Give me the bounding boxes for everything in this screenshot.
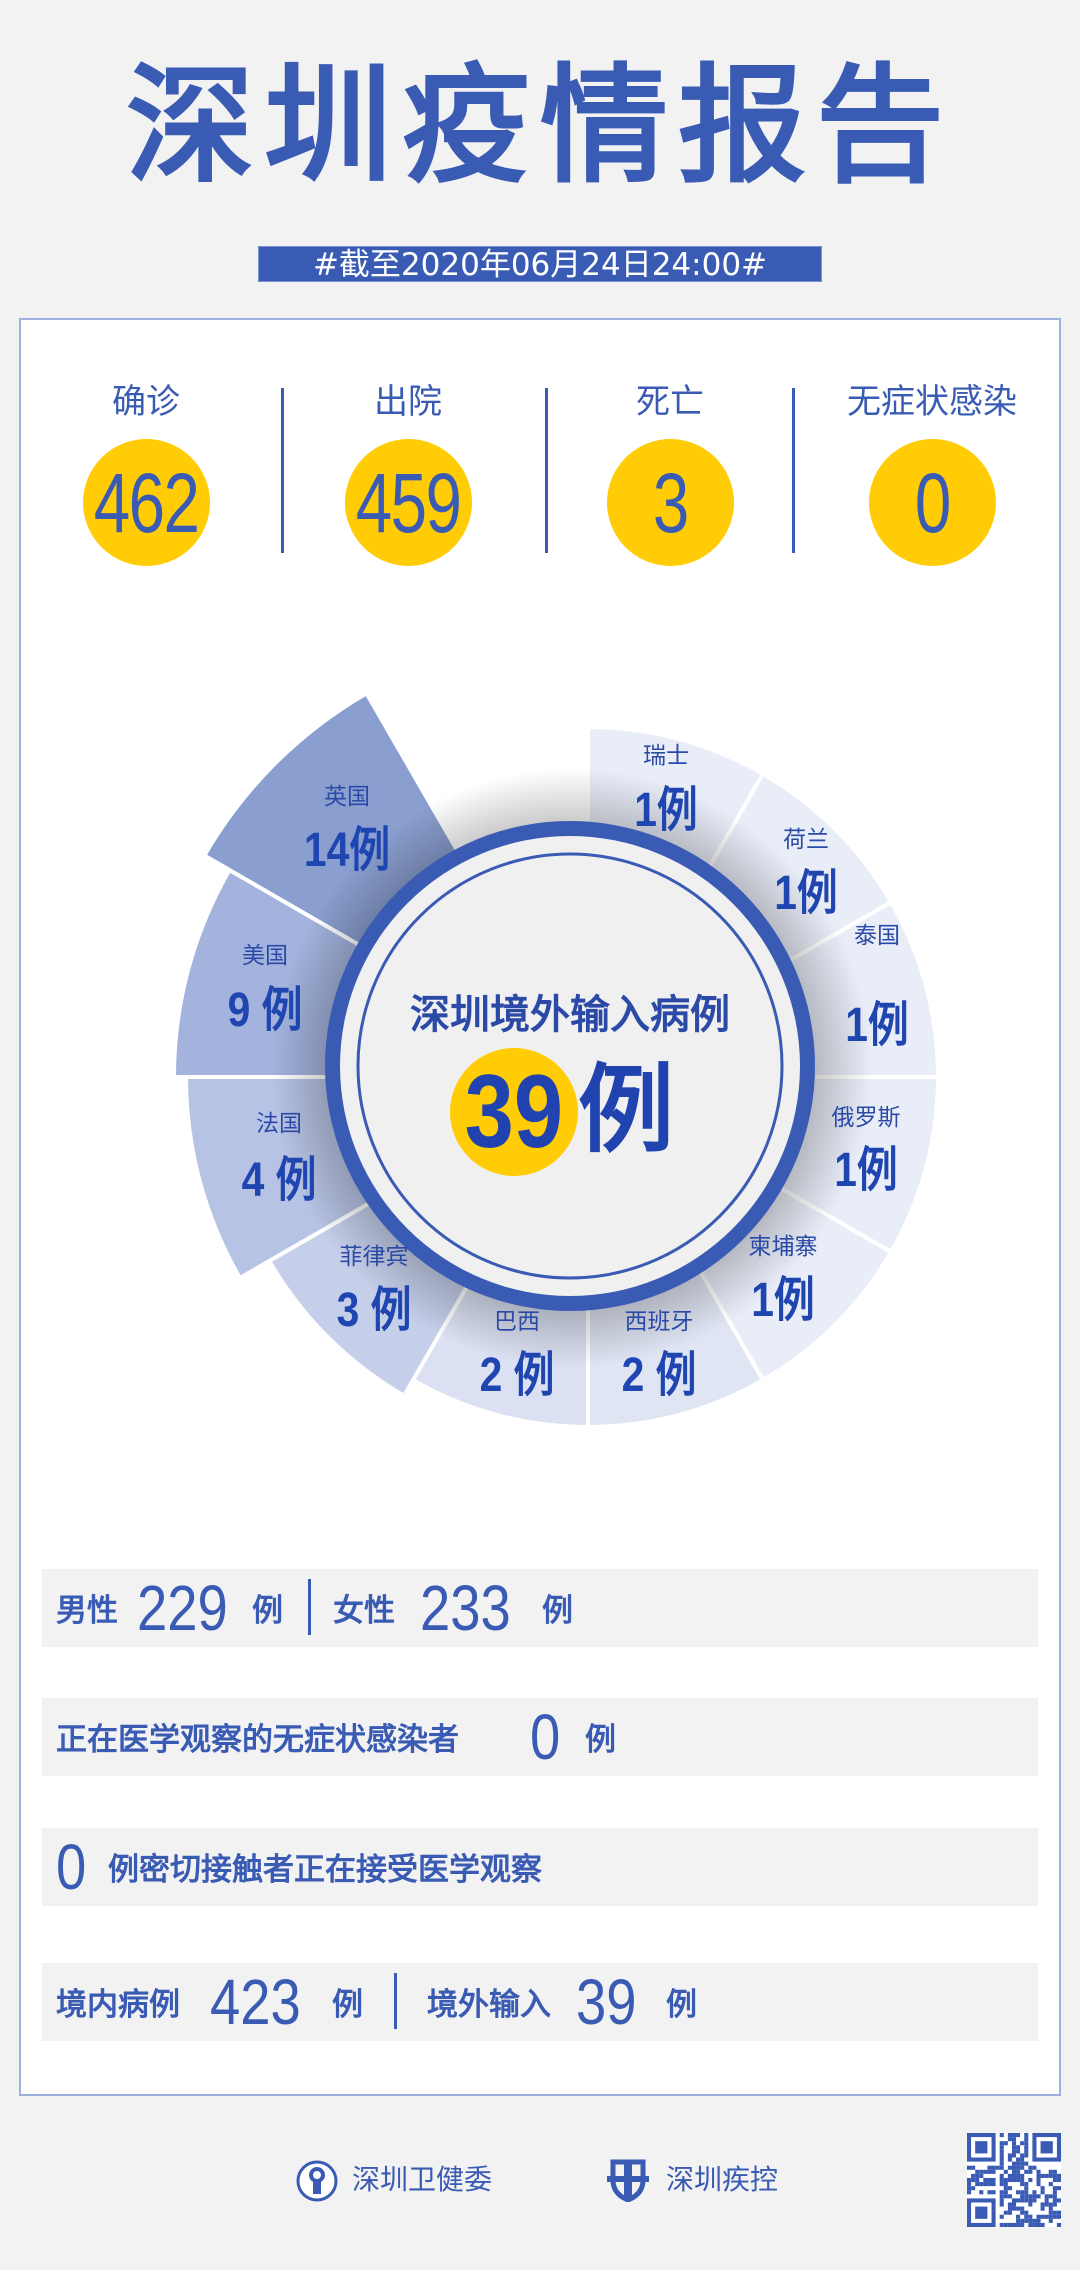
segment-value: 4 例 [241, 1154, 317, 1207]
import-unit: 例 [666, 1987, 697, 2023]
stat-badge-discharged: 459 [345, 439, 472, 566]
divider [394, 1973, 397, 2029]
segment-label: 菲律宾 [339, 1244, 409, 1270]
stat-label-deaths: 死亡 [636, 382, 704, 422]
page-title: 深圳疫情报告 [125, 52, 954, 201]
qr-code[interactable] [967, 2133, 1061, 2227]
local-value: 423 [210, 1966, 301, 2038]
divider [308, 1579, 311, 1635]
asymptomatic-label: 正在医学观察的无症状感染者 [56, 1722, 459, 1758]
segment-value: 1例 [751, 1274, 815, 1327]
total-unit: 例 [578, 1054, 674, 1166]
segment-value: 3 例 [336, 1284, 412, 1337]
cdc-logo-icon [607, 2159, 649, 2202]
segment-label: 法国 [256, 1111, 302, 1137]
female-label: 女性 [333, 1593, 395, 1629]
segment-label: 瑞士 [643, 743, 689, 769]
imported-cases-chart [174, 693, 938, 1427]
segment-label: 巴西 [494, 1309, 540, 1335]
segment-value: 14例 [303, 824, 391, 877]
stat-label-asymptomatic: 无症状感染 [847, 382, 1017, 422]
segment-value: 1例 [845, 999, 909, 1052]
center-disc [340, 836, 800, 1296]
stat-label-discharged: 出院 [374, 382, 442, 422]
asymptomatic-unit: 例 [585, 1722, 616, 1758]
gender-bar: 男性 229 例 女性 233 例 [42, 1569, 1038, 1647]
divider [281, 388, 284, 553]
total-badge: 39 [450, 1048, 578, 1176]
female-unit: 例 [542, 1593, 573, 1629]
stat-badge-deaths: 3 [607, 439, 734, 566]
stat-value-confirmed: 462 [94, 455, 200, 550]
male-unit: 例 [252, 1593, 283, 1629]
segment-value: 2 例 [479, 1349, 555, 1402]
segment-label: 柬埔寨 [748, 1234, 818, 1260]
local-unit: 例 [332, 1987, 363, 2023]
segment-label: 泰国 [854, 923, 900, 949]
origin-bar: 境内病例 423 例 境外输入 39 例 [42, 1963, 1038, 2041]
divider [545, 388, 548, 553]
stat-value-deaths: 3 [653, 455, 689, 550]
stat-label-confirmed: 确诊 [112, 382, 180, 422]
center-inner-line [356, 852, 784, 1280]
segment-value: 1例 [634, 784, 698, 837]
divider [792, 388, 795, 553]
male-value: 229 [137, 1572, 228, 1644]
center-title: 深圳境外输入病例 [410, 992, 730, 1038]
stat-badge-confirmed: 462 [83, 439, 210, 566]
stat-value-asymptomatic: 0 [915, 455, 951, 550]
asymptomatic-bar: 正在医学观察的无症状感染者 0 例 [42, 1698, 1038, 1776]
stat-badge-asymptomatic: 0 [869, 439, 996, 566]
segment-label: 俄罗斯 [831, 1105, 901, 1131]
male-label: 男性 [56, 1593, 118, 1629]
female-value: 233 [420, 1572, 511, 1644]
contacts-value: 0 [56, 1831, 87, 1903]
import-value: 39 [576, 1966, 637, 2038]
segment-value: 1例 [774, 867, 838, 920]
footer-org-health-commission: 深圳卫健委 [352, 2163, 493, 2196]
segment-label: 美国 [242, 943, 288, 969]
stat-value-discharged: 459 [356, 455, 462, 550]
segment-label: 英国 [324, 784, 370, 810]
local-label: 境内病例 [56, 1987, 180, 2023]
contacts-bar: 0 例密切接触者正在接受医学观察 [42, 1828, 1038, 1906]
segment-value: 9 例 [227, 984, 303, 1037]
segment-value: 1例 [834, 1144, 898, 1197]
segment-value: 2 例 [621, 1349, 697, 1402]
date-banner: #截至2020年06月24日24:00# [258, 246, 822, 283]
contacts-label: 例密切接触者正在接受医学观察 [108, 1852, 542, 1888]
footer-org-cdc: 深圳疾控 [666, 2163, 779, 2196]
asymptomatic-value: 0 [530, 1701, 561, 1773]
import-label: 境外输入 [427, 1987, 551, 2023]
segment-label: 荷兰 [783, 827, 829, 853]
segment-label: 西班牙 [624, 1309, 694, 1335]
health-commission-logo-icon [296, 2160, 338, 2202]
total-value: 39 [464, 1054, 564, 1170]
